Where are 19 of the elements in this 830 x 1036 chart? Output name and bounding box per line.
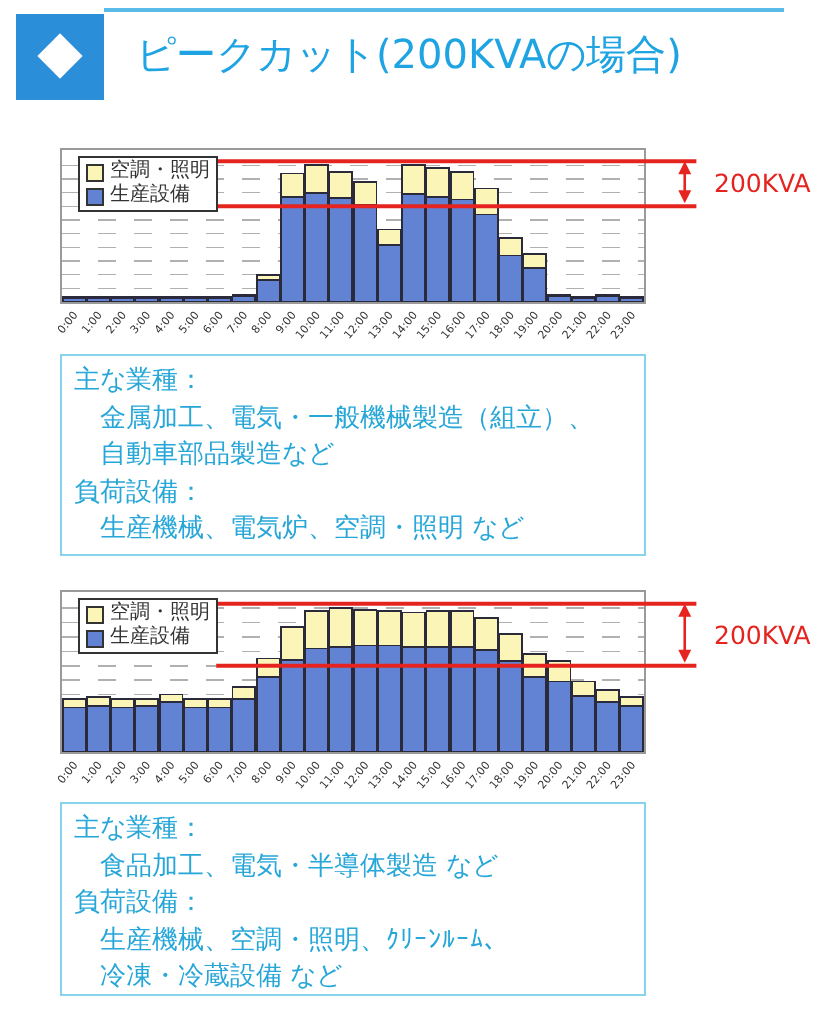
text: 食品加工、電気・半導体製造 など [98,849,501,885]
text: 金属加工、電気・一般機械製造（組立）、 [98,401,596,437]
text: 200KVA [714,620,812,650]
text: 生産機械、空調・照明、ｸﾘｰﾝﾙｰﾑ、 [98,923,512,959]
text: 冷凍・冷蔵設備 など [98,960,345,996]
text: 200KVA [714,168,812,198]
text: 主な業種： [74,812,206,848]
text: 自動車部品製造など [98,438,336,474]
legend: 空調・照明 生産設備 [78,156,218,212]
legend: 空調・照明 生産設備 [78,598,218,654]
legend-label: 空調・照明 [110,160,210,183]
text: 負荷設備： [74,886,206,922]
legend-label: 空調・照明 [110,602,210,625]
text: 負荷設備： [74,475,206,511]
text: 主な業種： [74,364,206,400]
legend-label: 生産設備 [110,184,190,208]
text: 生産機械、電気炉、空調・照明 など [98,512,527,548]
legend-label: 生産設備 [110,626,190,650]
chart-title: ピークカット(200KVAの場合) [136,30,682,80]
